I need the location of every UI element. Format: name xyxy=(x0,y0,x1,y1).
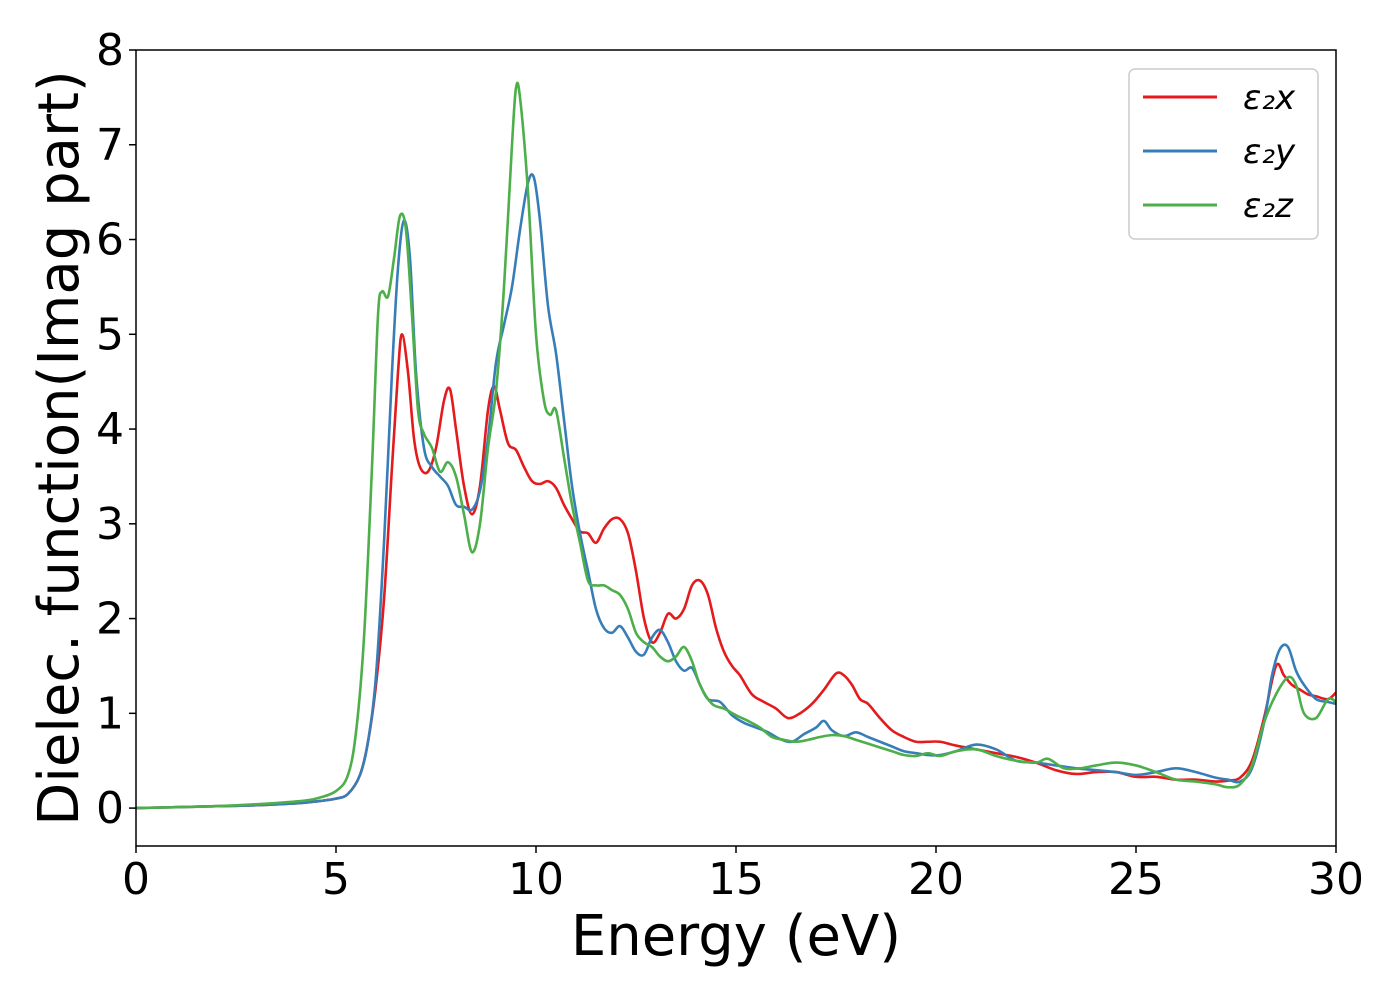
x-tick-label: 30 xyxy=(1308,854,1364,905)
y-tick-label: 0 xyxy=(96,783,124,834)
series-lines xyxy=(136,81,1336,810)
y-tick-label: 5 xyxy=(96,309,124,360)
x-tick-label: 25 xyxy=(1108,854,1164,905)
y-tick-label: 1 xyxy=(96,688,124,739)
series-line-3 xyxy=(136,81,1336,810)
legend: ε₂x ε₂y ε₂z xyxy=(1128,68,1319,240)
legend-label: ε₂x xyxy=(1243,78,1296,118)
x-tick-label: 0 xyxy=(122,854,150,905)
legend-label: ε₂z xyxy=(1243,186,1294,226)
y-tick-label: 8 xyxy=(96,25,124,76)
axis-ticks: 0 5 10 15 20 25 30 0 1 2 3 4 5 6 7 8 xyxy=(96,25,1364,905)
y-tick-label: 3 xyxy=(96,499,124,550)
x-tick-label: 20 xyxy=(908,854,964,905)
x-tick-label: 15 xyxy=(708,854,764,905)
legend-label: ε₂y xyxy=(1243,132,1296,172)
y-tick-label: 6 xyxy=(96,215,124,266)
y-tick-label: 7 xyxy=(96,120,124,171)
x-tick-label: 10 xyxy=(508,854,564,905)
legend-box xyxy=(1128,68,1319,240)
x-tick-label: 5 xyxy=(322,854,350,905)
series-line-2 xyxy=(136,173,1336,810)
y-tick-label: 4 xyxy=(96,404,124,455)
y-axis-label: Dielec. function(Imag part) xyxy=(27,70,92,826)
x-axis-label: Energy (eV) xyxy=(571,904,901,969)
y-tick-label: 2 xyxy=(96,594,124,645)
